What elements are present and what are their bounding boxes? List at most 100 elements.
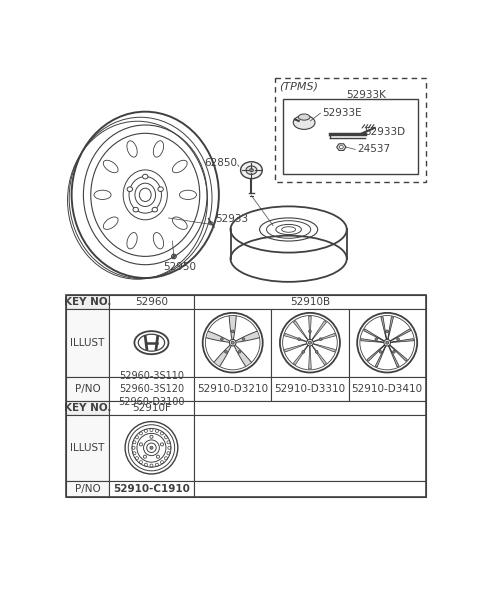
Text: 52910-D3410: 52910-D3410 <box>352 384 423 394</box>
Text: 62850: 62850 <box>204 158 238 168</box>
Polygon shape <box>391 338 413 343</box>
Bar <box>66 401 109 415</box>
Bar <box>66 415 109 481</box>
Bar <box>276 78 426 181</box>
Bar <box>271 377 348 401</box>
Text: P/NO: P/NO <box>74 484 100 494</box>
Ellipse shape <box>133 207 138 212</box>
Ellipse shape <box>384 340 391 346</box>
Ellipse shape <box>238 350 241 353</box>
Polygon shape <box>361 338 384 343</box>
Bar <box>194 401 426 415</box>
Ellipse shape <box>293 116 315 130</box>
Polygon shape <box>206 331 229 342</box>
Ellipse shape <box>103 160 118 173</box>
Ellipse shape <box>231 341 234 344</box>
Ellipse shape <box>229 340 236 346</box>
Ellipse shape <box>393 350 395 353</box>
Ellipse shape <box>220 338 223 340</box>
Ellipse shape <box>307 340 313 346</box>
Text: ILLUST: ILLUST <box>71 443 105 453</box>
Bar <box>348 309 426 377</box>
Ellipse shape <box>339 146 343 149</box>
Ellipse shape <box>298 114 310 120</box>
Bar <box>66 309 109 377</box>
Ellipse shape <box>205 316 260 370</box>
Text: KEY NO.: KEY NO. <box>64 403 111 413</box>
Polygon shape <box>293 346 308 365</box>
Ellipse shape <box>319 338 322 340</box>
Ellipse shape <box>360 316 415 370</box>
Ellipse shape <box>143 174 148 179</box>
Ellipse shape <box>153 232 164 249</box>
Bar <box>66 377 109 401</box>
Ellipse shape <box>240 162 262 179</box>
Ellipse shape <box>172 217 187 229</box>
Ellipse shape <box>379 350 382 353</box>
Bar <box>66 295 426 497</box>
Ellipse shape <box>127 187 132 192</box>
Polygon shape <box>388 346 399 367</box>
Ellipse shape <box>242 338 245 340</box>
Bar <box>348 377 426 401</box>
Ellipse shape <box>158 187 163 192</box>
Polygon shape <box>285 344 307 352</box>
Ellipse shape <box>94 190 111 199</box>
Polygon shape <box>229 316 236 338</box>
Text: 52960-3S110
52960-3S120
52960-D3100: 52960-3S110 52960-3S120 52960-D3100 <box>118 371 185 407</box>
Bar <box>283 99 418 174</box>
Text: P/NO: P/NO <box>74 384 100 394</box>
Ellipse shape <box>302 350 305 353</box>
Ellipse shape <box>127 232 137 249</box>
Ellipse shape <box>250 169 253 172</box>
Text: (TPMS): (TPMS) <box>279 81 318 91</box>
Ellipse shape <box>283 316 337 370</box>
Ellipse shape <box>385 341 389 344</box>
Polygon shape <box>309 346 311 369</box>
Ellipse shape <box>309 341 312 344</box>
Ellipse shape <box>396 338 399 340</box>
Bar <box>109 295 194 309</box>
Polygon shape <box>309 316 311 339</box>
Ellipse shape <box>152 207 157 212</box>
Polygon shape <box>285 333 307 341</box>
Bar <box>194 377 271 401</box>
Bar <box>109 481 194 497</box>
Ellipse shape <box>225 350 228 353</box>
Polygon shape <box>364 329 384 341</box>
Polygon shape <box>293 321 308 340</box>
Text: 52910F: 52910F <box>132 403 171 413</box>
Polygon shape <box>390 345 408 361</box>
Bar <box>109 401 194 415</box>
Bar <box>194 481 426 497</box>
Text: 52910-D3210: 52910-D3210 <box>197 384 268 394</box>
Text: 24537: 24537 <box>357 144 390 155</box>
Bar <box>271 309 348 377</box>
Polygon shape <box>214 346 231 366</box>
Text: 52910B: 52910B <box>290 297 330 307</box>
Polygon shape <box>381 317 387 339</box>
Polygon shape <box>312 346 326 365</box>
Text: 52933E: 52933E <box>322 108 361 118</box>
Polygon shape <box>237 331 259 342</box>
Ellipse shape <box>309 330 312 333</box>
Bar <box>194 415 426 481</box>
Text: KEY NO.: KEY NO. <box>64 297 111 307</box>
Text: 52910-D3310: 52910-D3310 <box>275 384 346 394</box>
Ellipse shape <box>127 141 137 157</box>
Text: 52910-C1910: 52910-C1910 <box>113 484 190 494</box>
Bar <box>109 415 194 481</box>
Polygon shape <box>390 329 411 341</box>
Text: 52950: 52950 <box>164 262 197 272</box>
Polygon shape <box>312 321 326 340</box>
Polygon shape <box>375 346 386 367</box>
Polygon shape <box>336 144 346 150</box>
Ellipse shape <box>246 166 257 174</box>
Polygon shape <box>235 346 251 366</box>
Ellipse shape <box>150 446 153 450</box>
Text: 52933D: 52933D <box>365 127 406 137</box>
Ellipse shape <box>357 313 417 373</box>
Ellipse shape <box>315 350 318 353</box>
Ellipse shape <box>203 313 263 373</box>
Text: 52960: 52960 <box>135 297 168 307</box>
